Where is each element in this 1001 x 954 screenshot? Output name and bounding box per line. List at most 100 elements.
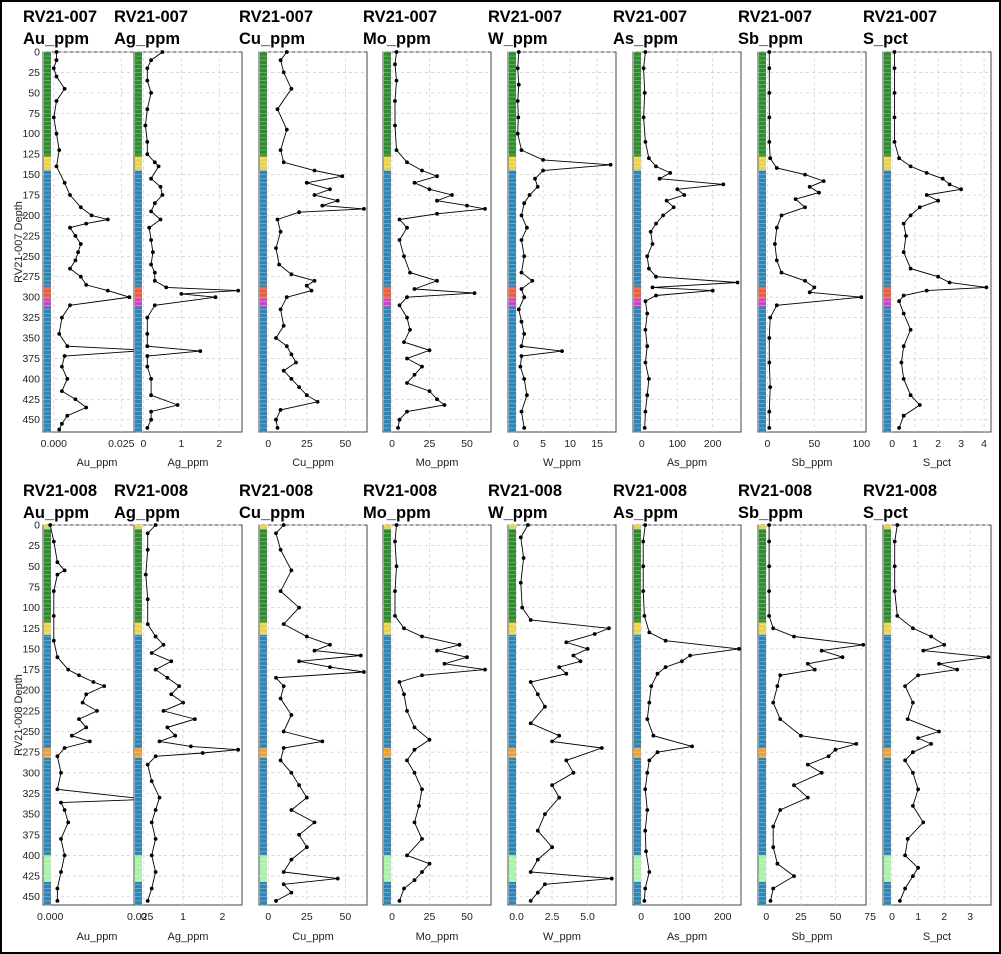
data-point: [397, 680, 402, 684]
data-point: [143, 123, 148, 128]
y-tick-label: 450: [22, 891, 40, 903]
data-point: [68, 225, 72, 230]
lithology-interval: [260, 298, 267, 307]
data-point: [62, 746, 67, 750]
data-point: [557, 665, 562, 669]
data-point: [78, 205, 83, 210]
data-point: [671, 205, 676, 210]
x-tick-label: 25: [301, 911, 313, 923]
lithology-interval: [759, 52, 766, 157]
data-point: [641, 115, 646, 120]
data-point: [62, 354, 67, 358]
track-title-variable: W_ppm: [488, 504, 548, 522]
data-point: [145, 354, 150, 358]
data-point: [812, 285, 817, 290]
data-point: [62, 808, 67, 812]
track-title-variable: Ag_ppm: [114, 30, 180, 48]
data-point: [859, 295, 864, 300]
data-point: [643, 787, 648, 792]
data-point: [645, 393, 650, 398]
lithology-interval: [260, 757, 267, 856]
data-point: [767, 589, 771, 593]
y-tick-label: 250: [22, 726, 40, 738]
data-point: [929, 634, 933, 639]
data-point: [520, 605, 525, 610]
data-point: [315, 399, 320, 404]
data-point: [84, 283, 89, 287]
data-point: [608, 162, 613, 167]
lithology-interval: [384, 156, 391, 171]
data-point: [84, 405, 89, 410]
data-point: [892, 115, 897, 120]
lithology-interval: [44, 306, 51, 432]
lithology-interval: [260, 525, 267, 530]
data-point: [289, 770, 294, 775]
data-point: [522, 254, 527, 259]
lithology-interval: [384, 757, 391, 856]
data-point: [105, 217, 110, 222]
data-point: [412, 287, 417, 291]
x-tick-label: 2: [935, 438, 941, 450]
data-point: [435, 174, 439, 179]
data-point: [528, 899, 533, 903]
lithology-interval: [260, 306, 267, 432]
x-tick-label: 100: [673, 911, 691, 923]
data-point: [177, 684, 182, 688]
series-line: [520, 524, 612, 902]
x-tick-label: 25: [424, 911, 436, 923]
data-point: [778, 673, 783, 678]
lithology-interval: [44, 748, 51, 758]
data-point: [655, 671, 660, 676]
data-point: [153, 754, 158, 759]
data-point: [149, 377, 154, 381]
data-point: [435, 648, 439, 653]
data-point: [397, 417, 402, 422]
track-panel: [258, 51, 368, 433]
data-point: [84, 725, 89, 730]
data-point: [767, 50, 772, 54]
data-point: [792, 783, 796, 788]
data-point: [149, 651, 154, 655]
data-point: [60, 421, 64, 426]
data-point: [442, 661, 447, 666]
x-tick-label: 25: [301, 438, 313, 450]
data-point: [165, 725, 170, 730]
y-tick-label: 175: [22, 664, 40, 676]
x-tick-label: 100: [853, 438, 871, 450]
x-axis-label: Cu_ppm: [292, 931, 334, 943]
x-tick-label: 50: [340, 911, 352, 923]
plot-root: RV21-007 Depth02550751001251501752002252…: [13, 8, 992, 943]
data-point: [145, 152, 150, 157]
x-tick-label: 1: [915, 911, 921, 923]
data-point: [145, 426, 150, 430]
data-point: [767, 360, 772, 365]
data-point: [516, 50, 521, 54]
data-point: [917, 205, 922, 210]
data-point: [647, 266, 651, 271]
data-point: [193, 717, 197, 721]
series-line: [643, 51, 738, 428]
data-point: [394, 78, 399, 83]
lithology-interval: [135, 170, 142, 288]
data-point: [397, 238, 402, 242]
data-point: [792, 874, 796, 878]
data-point: [181, 700, 186, 705]
data-point: [335, 876, 340, 881]
data-point: [309, 288, 314, 293]
data-point: [340, 174, 345, 179]
data-point: [145, 107, 150, 112]
y-tick-label: 350: [22, 333, 40, 345]
data-point: [160, 50, 165, 54]
data-point: [903, 684, 907, 688]
data-point: [153, 870, 158, 874]
data-point: [527, 193, 532, 197]
track-title-hole: RV21-007: [613, 8, 687, 26]
data-point: [59, 837, 63, 841]
x-tick-label: 0: [141, 438, 147, 450]
data-point: [281, 368, 286, 373]
y-tick-label: 225: [22, 230, 40, 242]
track-title-hole: RV21-008: [239, 482, 313, 500]
data-point: [645, 254, 650, 259]
data-point: [901, 250, 906, 255]
track-title-variable: W_ppm: [488, 30, 548, 48]
